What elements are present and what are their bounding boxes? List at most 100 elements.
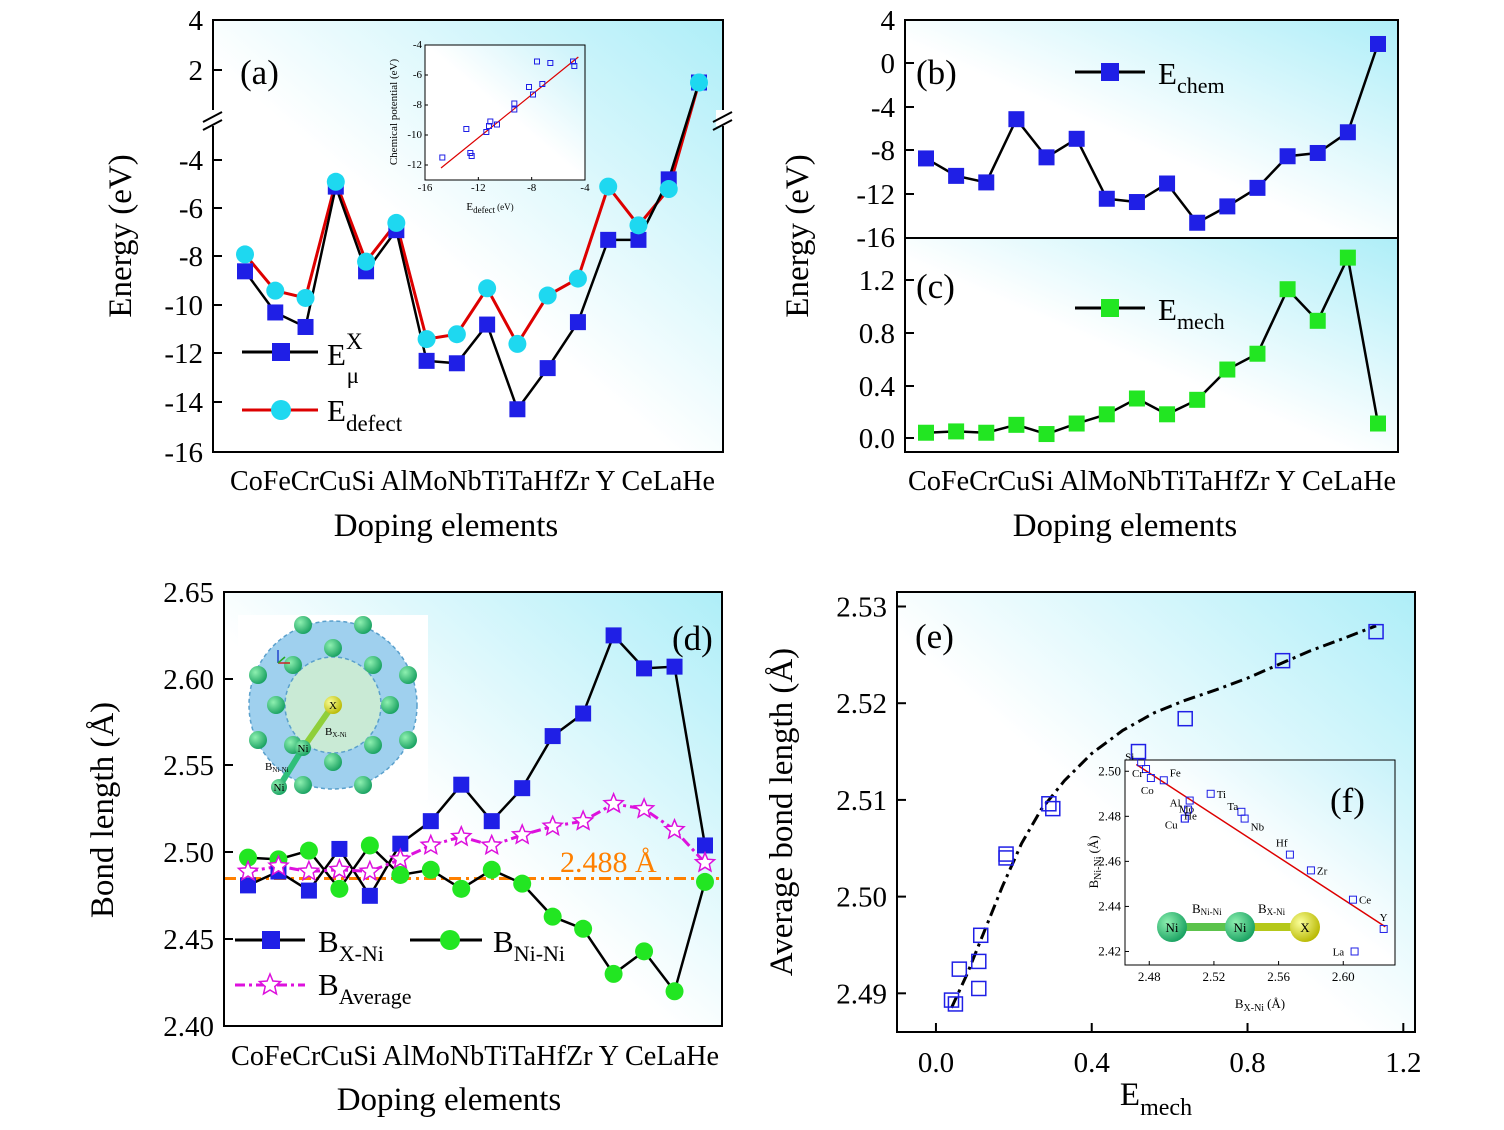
data-point	[1177, 710, 1193, 727]
data-point-chem	[918, 150, 934, 167]
panel-e-points	[943, 623, 1384, 1012]
data-point-mu	[539, 360, 556, 377]
data-point	[1045, 800, 1061, 817]
ni-atom	[354, 776, 372, 794]
panel-d-structure-inset: X Ni Ni BX-Ni BNi-Ni	[238, 615, 428, 800]
data-point-chem	[1339, 124, 1356, 141]
x-tick-labels: CoFeCrCuSi AlMoNbTiTaHfZr Y CeLaHe	[230, 465, 715, 497]
data-point-chem	[1189, 214, 1206, 231]
data-point	[971, 980, 987, 997]
panel-label: (c)	[916, 267, 955, 306]
series-line-defect	[243, 82, 701, 347]
legend-label: BNi-Ni	[493, 924, 565, 966]
bond-label: BX-Ni	[1258, 901, 1286, 917]
ni-atom	[267, 696, 285, 714]
ni-atom	[294, 776, 312, 794]
inset-tick-label: 2.42	[1098, 943, 1121, 958]
atom-label: X	[329, 700, 337, 712]
panel-a: 4 2 -4 -6 -8 -10 -12 -14 -16	[103, 5, 733, 544]
panel-b-series	[918, 35, 1386, 231]
data-point-xni	[392, 835, 409, 852]
inset-tick-label: -12	[471, 182, 486, 194]
data-point-mech	[1370, 415, 1386, 432]
inset-tick-label: 2.56	[1267, 969, 1290, 984]
x-tick-labels: CoFeCrCuSi AlMoNbTiTaHfZr Y CeLaHe	[231, 1040, 719, 1072]
inset-fit-line	[1135, 763, 1386, 928]
data-point-mech	[1038, 426, 1055, 443]
series-line-mech	[925, 253, 1380, 436]
inset-tick-label: -8	[413, 99, 423, 111]
panel-a-legend: EX μ Edefect	[242, 329, 403, 436]
panel-c: 1.2 0.8 0.4 0.0 (c) Emech CoFeCrCuSi AlM…	[780, 154, 1399, 544]
data-point-mech	[1279, 281, 1296, 298]
data-point-mu	[418, 352, 435, 369]
atom-label: X	[1300, 920, 1310, 935]
ni-atom	[249, 666, 267, 684]
data-point-average	[571, 809, 595, 831]
inset-point	[1142, 765, 1151, 774]
inset-point-label: Nb	[1251, 822, 1265, 834]
y-axis-label: Energy (eV)	[780, 154, 816, 317]
ni-atom	[1225, 912, 1255, 942]
data-point-mu	[479, 316, 496, 333]
data-point	[1041, 796, 1057, 812]
data-point-nini	[696, 872, 714, 891]
y-tick-label: 2.53	[836, 592, 887, 624]
data-point-chem	[1249, 179, 1266, 196]
inset-point	[1306, 866, 1315, 875]
x-axis-label: Doping elements	[337, 1082, 562, 1118]
data-point-chem	[1038, 149, 1055, 166]
data-point-chem	[1068, 130, 1085, 147]
data-point-nini	[360, 836, 379, 855]
y-tick-label: 2	[189, 55, 204, 87]
data-point-nini	[330, 879, 349, 898]
data-point-xni	[361, 887, 378, 904]
inset-tick-label: -6	[413, 69, 423, 81]
y-tick-label: 2.55	[163, 750, 214, 782]
data-point-chem	[1219, 198, 1236, 215]
legend-label: BAverage	[318, 967, 412, 1009]
inset-point-label: Cu	[1165, 820, 1178, 832]
inset-tick-label: 2.60	[1332, 969, 1355, 984]
y-tick-label: 1.2	[859, 265, 895, 297]
inset-point-label: He	[1184, 811, 1197, 823]
y-tick-label: 4	[189, 5, 204, 37]
data-point-nini	[574, 919, 593, 938]
inset-point	[1146, 774, 1155, 783]
data-point-defect	[296, 288, 315, 307]
y-tick-label: 2.51	[836, 785, 887, 817]
data-point-average	[632, 797, 656, 819]
y-tick-label: 2.45	[163, 924, 214, 956]
data-point-average	[419, 833, 443, 856]
bond-label: BNi-Ni	[265, 761, 289, 774]
inset-point	[571, 63, 578, 69]
panel-label: (b)	[916, 53, 957, 92]
data-point-defect	[417, 330, 436, 349]
panel-c-plot-area	[905, 238, 1398, 452]
x-tick-label: 0.4	[1074, 1047, 1111, 1079]
data-point	[951, 961, 968, 977]
y-tick-label: -14	[164, 387, 203, 419]
fit-curve	[950, 624, 1377, 1009]
data-point-average	[541, 814, 565, 837]
data-point-xni	[240, 877, 256, 894]
y-tick-label: 0	[881, 48, 896, 80]
data-point-defect	[690, 73, 708, 92]
inset-y-label: BNi-Ni(Å)	[1086, 835, 1104, 888]
panel-b: 4 0 -4 -8 -12 -16 (b) Echem	[856, 5, 1399, 254]
inset-point	[1184, 805, 1193, 814]
data-point-xni	[453, 776, 470, 793]
data-point-mech	[1008, 416, 1025, 433]
panel-a-y-ticks-lower: -4 -6 -8 -10 -12 -14 -16	[164, 145, 222, 469]
inset-tick-label: -16	[418, 182, 433, 194]
panel-a-inset: -16 -12 -8 -4 -4 -6 -8 -10 -12 Edefect (eV) Chemi…	[388, 39, 590, 215]
inset-ticks: -16 -12 -8 -4 -4 -6 -8 -10 -12	[407, 39, 590, 194]
inset-point	[539, 81, 546, 87]
legend-marker-square	[272, 343, 290, 361]
data-point-mech	[978, 424, 995, 441]
panel-a-y-ticks-upper: 4 2	[189, 5, 222, 87]
inset-point	[530, 91, 536, 98]
inset-point	[511, 100, 518, 107]
data-point-defect	[568, 269, 587, 288]
